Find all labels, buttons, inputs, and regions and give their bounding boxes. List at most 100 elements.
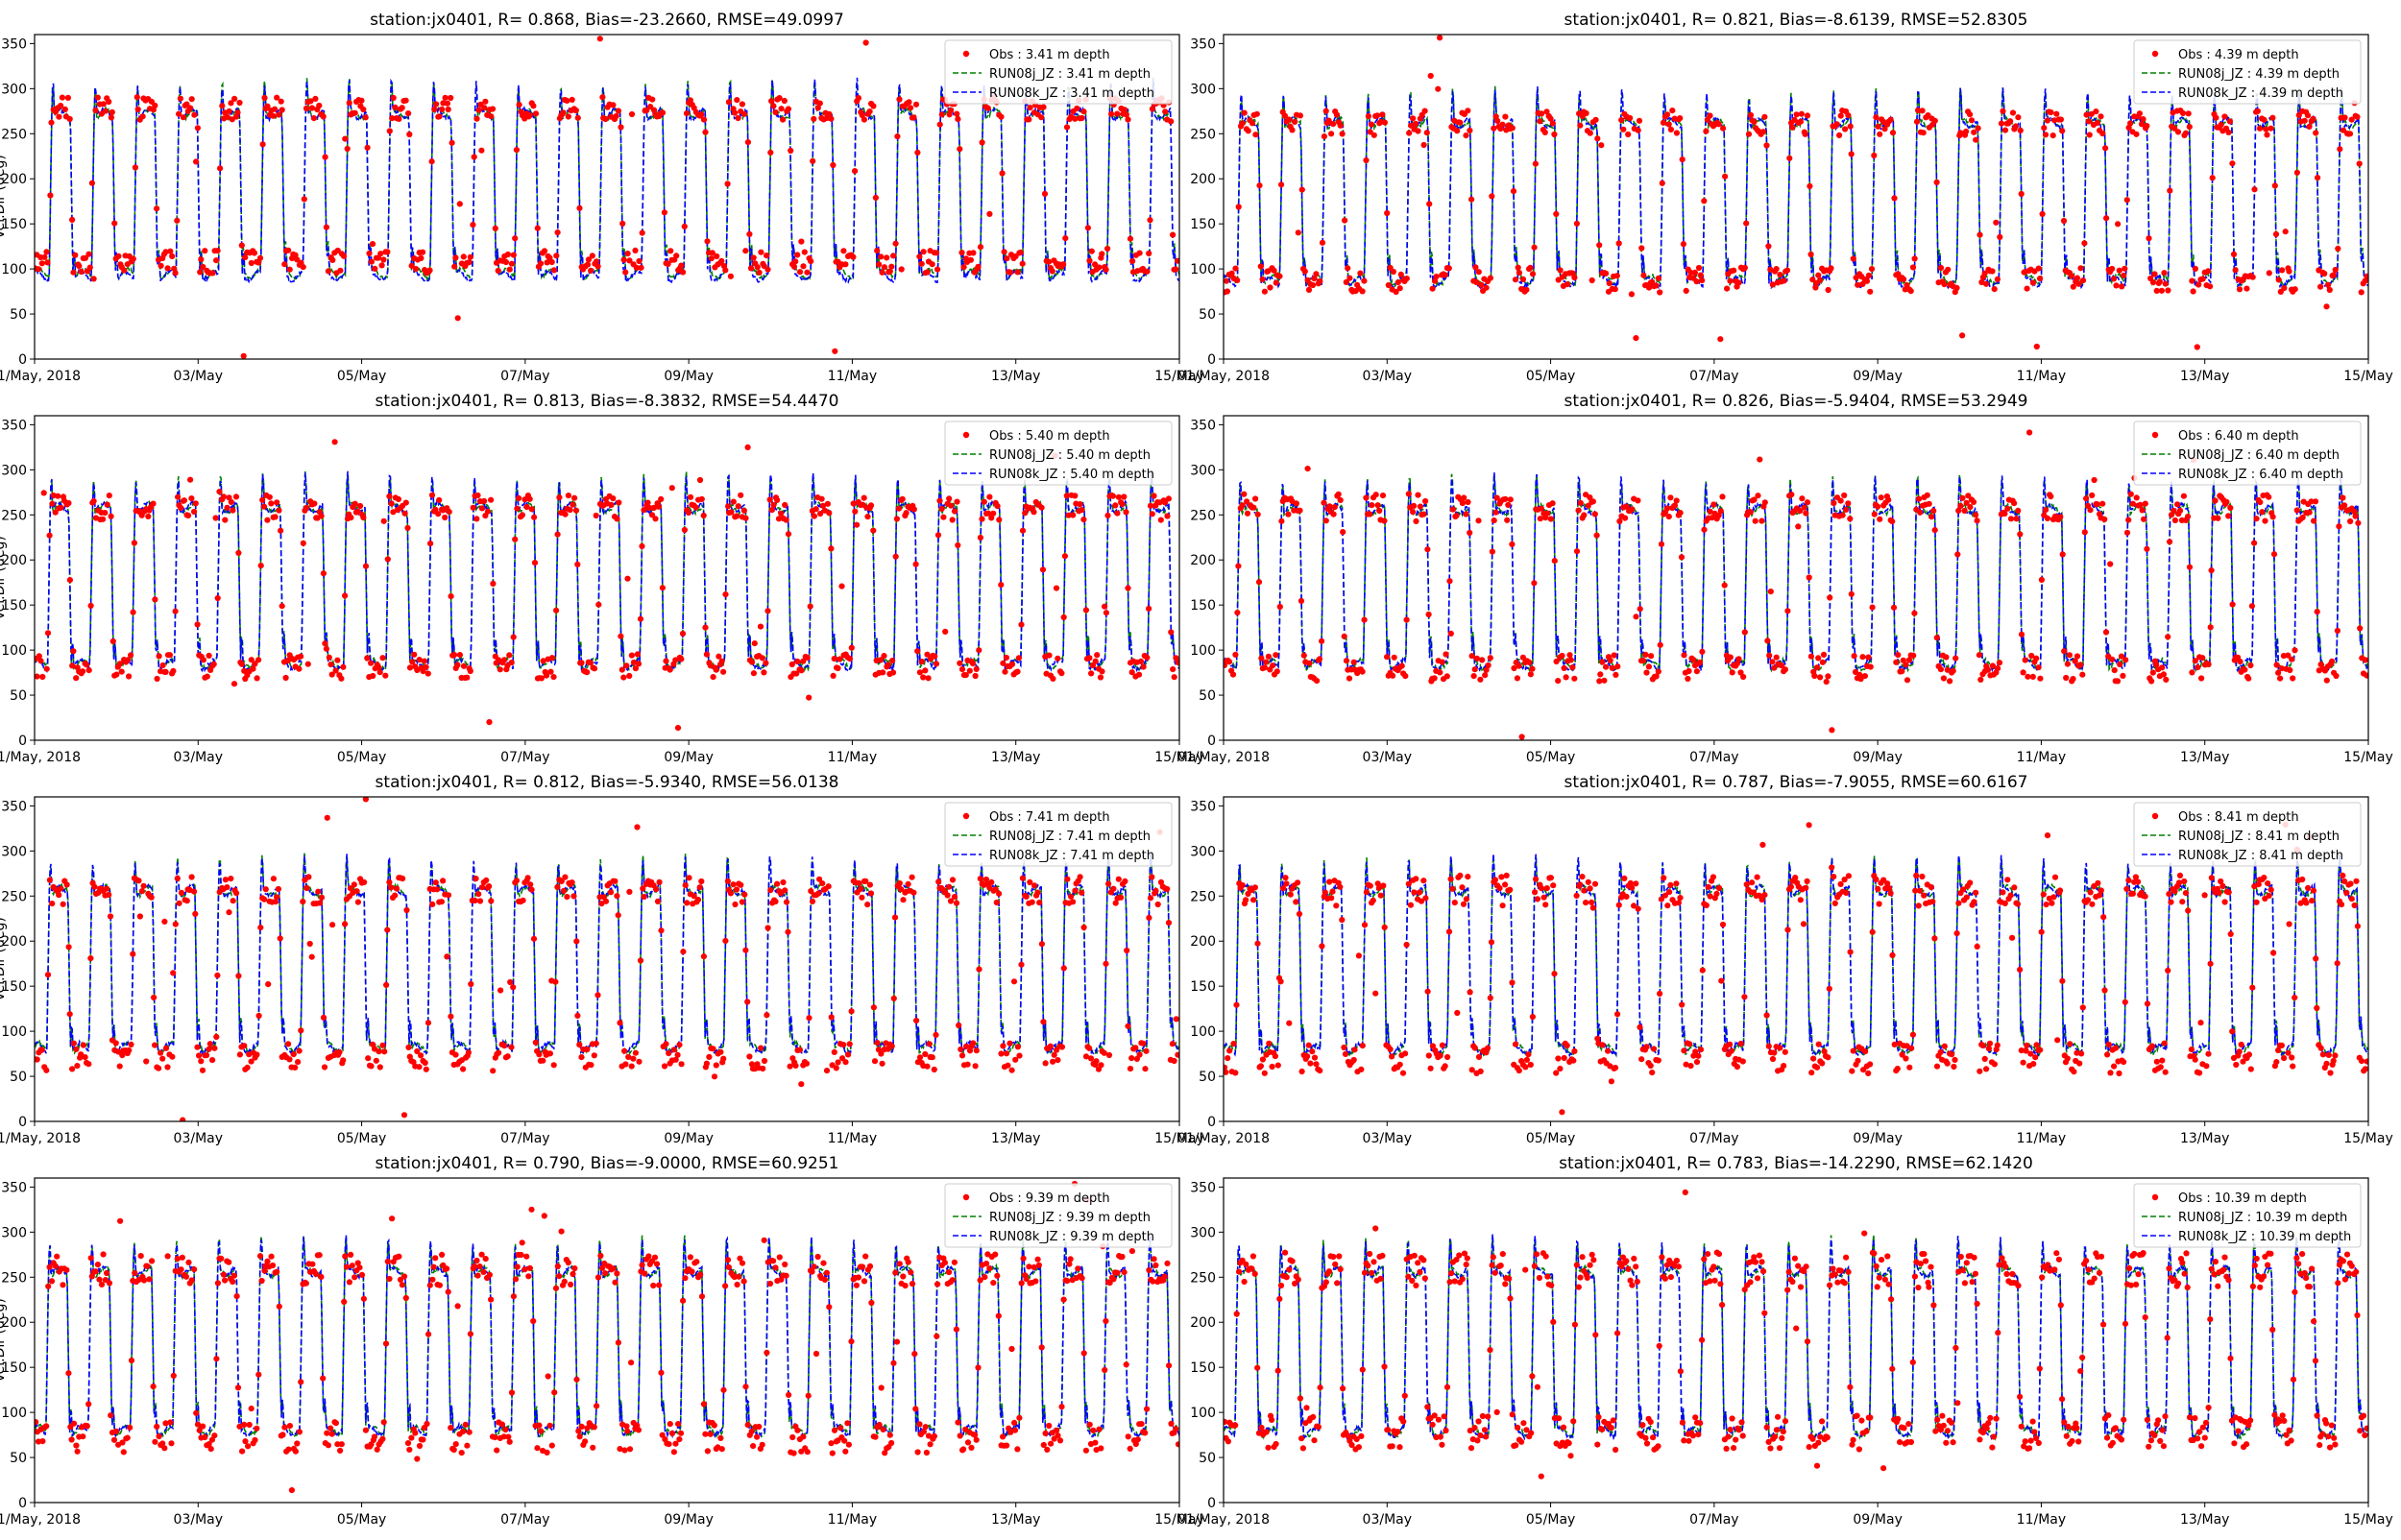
obs-point xyxy=(1713,891,1719,897)
obs-point xyxy=(431,107,437,112)
obs-point xyxy=(1589,277,1595,283)
obs-point xyxy=(629,1064,635,1070)
obs-point xyxy=(1318,1384,1323,1390)
x-tick-label: 09/May xyxy=(1853,369,1902,384)
obs-point xyxy=(187,477,193,483)
obs-point xyxy=(894,516,900,521)
obs-point xyxy=(279,603,285,609)
obs-point xyxy=(2143,501,2148,507)
obs-point xyxy=(627,1446,633,1452)
obs-point xyxy=(1943,654,1949,660)
obs-point xyxy=(2074,276,2080,281)
obs-point xyxy=(520,1239,525,1245)
obs-point xyxy=(1666,514,1672,519)
obs-point xyxy=(1089,249,1095,254)
obs-point xyxy=(712,1073,717,1079)
obs-point xyxy=(927,1041,933,1047)
obs-point xyxy=(140,113,146,119)
obs-point xyxy=(1319,638,1324,644)
obs-point xyxy=(1607,280,1613,286)
obs-point xyxy=(2248,1067,2254,1072)
obs-point xyxy=(750,1443,756,1449)
obs-point xyxy=(2121,1059,2126,1065)
obs-point xyxy=(913,102,919,108)
obs-point xyxy=(2329,659,2335,664)
obs-point xyxy=(509,261,515,267)
obs-point xyxy=(301,264,306,270)
obs-point xyxy=(622,1061,628,1067)
obs-point xyxy=(1079,1275,1085,1281)
obs-point xyxy=(1093,659,1099,664)
obs-point xyxy=(1278,1283,1284,1288)
obs-point xyxy=(563,512,569,517)
obs-point xyxy=(1275,1368,1281,1374)
x-tick-label: 05/May xyxy=(1526,1131,1575,1146)
obs-point xyxy=(1275,1063,1281,1069)
legend-label: RUN08k_JZ : 3.41 m depth xyxy=(989,86,1154,101)
obs-point xyxy=(619,221,625,227)
obs-point xyxy=(812,1263,817,1269)
obs-point xyxy=(377,669,383,675)
obs-point xyxy=(595,1274,601,1280)
obs-point xyxy=(214,973,220,978)
obs-point xyxy=(2229,160,2235,166)
obs-point xyxy=(45,630,51,636)
obs-point xyxy=(55,493,61,499)
obs-point xyxy=(2041,892,2047,898)
obs-point xyxy=(1166,920,1172,926)
obs-point xyxy=(2249,985,2255,991)
obs-point xyxy=(1098,1062,1103,1068)
obs-point xyxy=(301,541,306,546)
obs-point xyxy=(1799,495,1805,501)
obs-point xyxy=(1548,516,1554,521)
obs-point xyxy=(74,1063,80,1069)
obs-point xyxy=(780,879,786,885)
obs-point xyxy=(937,122,943,128)
obs-point xyxy=(169,253,175,259)
obs-point xyxy=(1446,578,1452,584)
obs-point xyxy=(1673,880,1679,886)
obs-point xyxy=(1532,889,1538,895)
obs-point xyxy=(486,883,492,889)
obs-point xyxy=(1351,660,1357,665)
obs-point xyxy=(1564,281,1570,287)
obs-point xyxy=(863,39,869,45)
obs-point xyxy=(455,315,461,321)
obs-point xyxy=(224,505,230,511)
obs-point xyxy=(852,509,858,515)
obs-point xyxy=(1457,120,1463,126)
obs-point xyxy=(844,1420,850,1426)
obs-point xyxy=(1317,278,1322,284)
obs-point xyxy=(1103,1318,1108,1324)
obs-point xyxy=(340,1057,346,1063)
obs-point xyxy=(1590,1257,1596,1263)
x-tick-label: 13/May xyxy=(2180,1512,2229,1528)
obs-point xyxy=(1477,677,1483,683)
obs-point xyxy=(1329,889,1335,895)
obs-point xyxy=(156,1066,161,1071)
obs-point xyxy=(2335,246,2340,252)
obs-point xyxy=(1263,660,1269,665)
obs-point xyxy=(1144,269,1150,275)
obs-point xyxy=(2162,1041,2168,1047)
obs-point xyxy=(283,675,289,681)
x-tick-label: 11/May xyxy=(2017,369,2066,384)
obs-point xyxy=(835,665,840,671)
obs-point xyxy=(511,635,517,640)
obs-point xyxy=(899,266,905,272)
obs-point xyxy=(2198,675,2204,681)
obs-point xyxy=(1931,935,1937,941)
y-tick-label: 250 xyxy=(1190,889,1216,904)
obs-point xyxy=(995,503,1001,509)
obs-point xyxy=(342,921,348,926)
obs-point xyxy=(1080,108,1086,114)
obs-point xyxy=(1522,1267,1528,1273)
y-tick-label: 50 xyxy=(10,688,27,704)
obs-point xyxy=(2339,902,2344,907)
obs-point xyxy=(2189,669,2195,675)
obs-point xyxy=(555,532,561,538)
obs-point xyxy=(714,253,719,259)
obs-point xyxy=(2233,1062,2239,1068)
obs-point xyxy=(348,1252,353,1258)
obs-point xyxy=(2067,652,2073,658)
